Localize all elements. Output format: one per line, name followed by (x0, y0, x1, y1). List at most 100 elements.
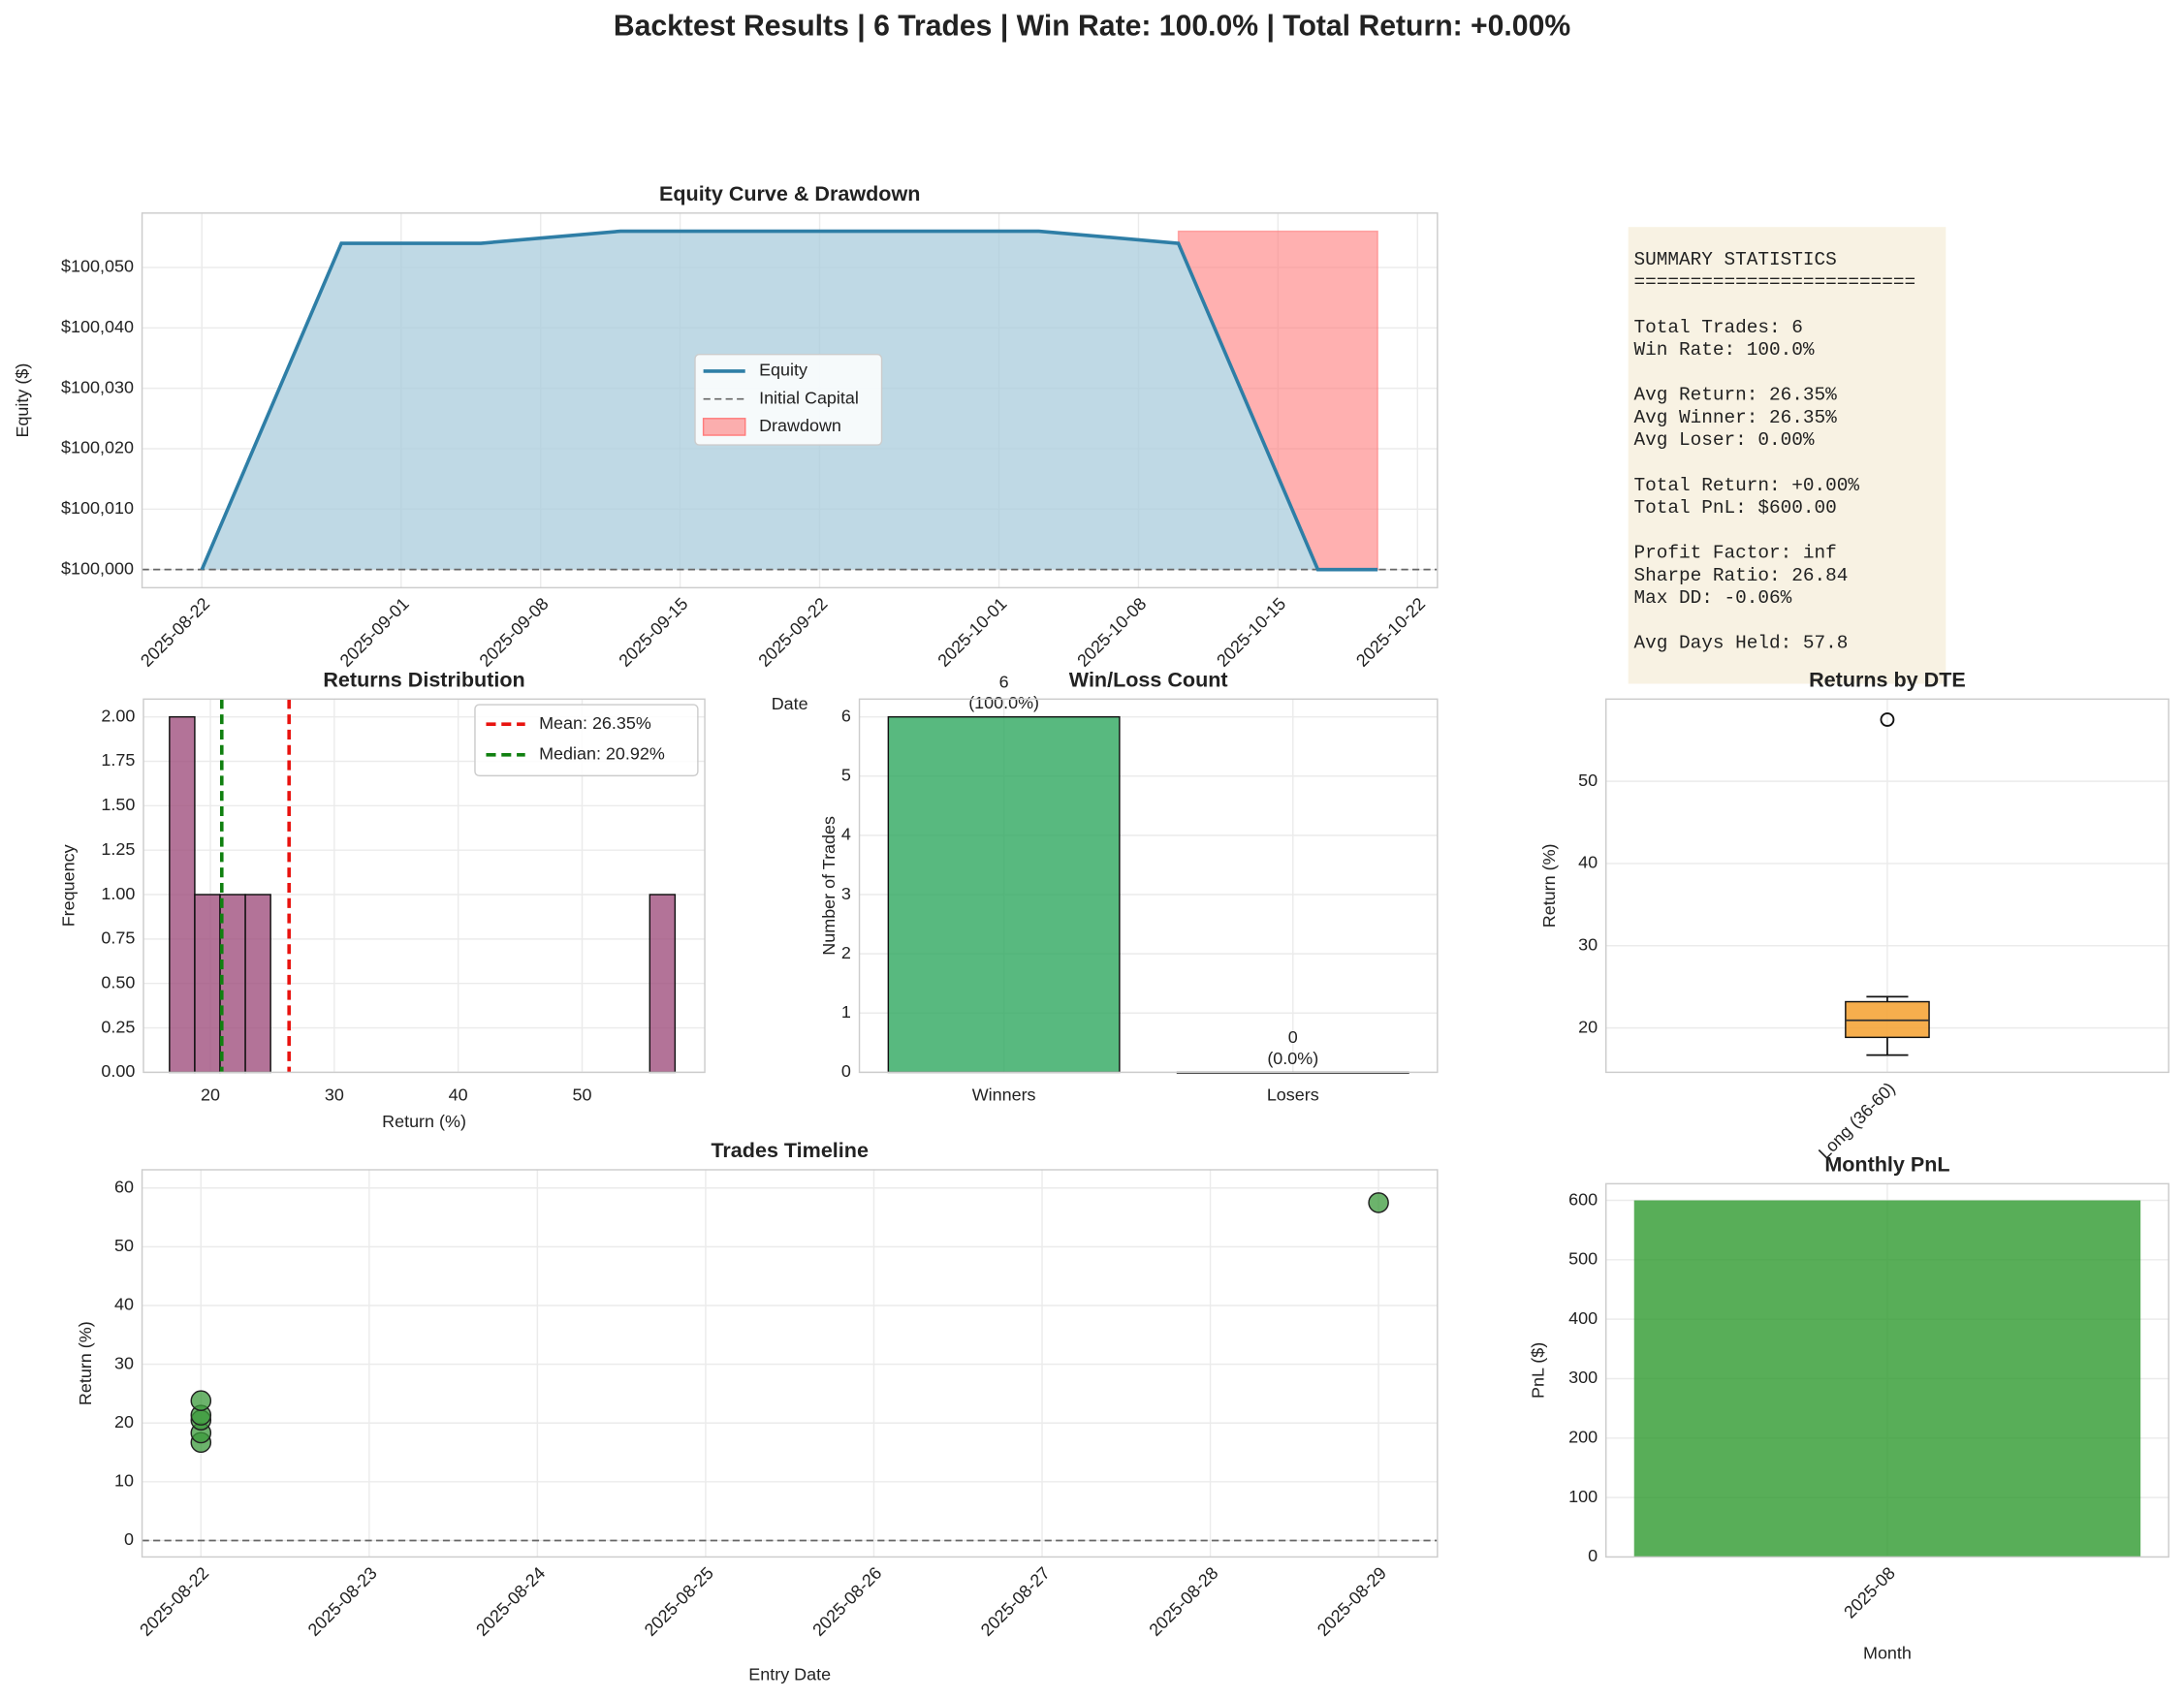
y-tick-label: 0 (841, 1061, 851, 1081)
histogram-bar (219, 894, 246, 1074)
y-tick-label: 0.00 (101, 1061, 135, 1081)
y-tick-label: 40 (114, 1295, 134, 1314)
y-axis-label: Number of Trades (819, 816, 839, 956)
summary-line: Max DD: -0.06% (1633, 587, 1791, 609)
y-tick-label: $100,030 (61, 377, 134, 396)
trade-point (190, 1390, 212, 1411)
summary-line: Avg Return: 26.35% (1633, 385, 1837, 406)
x-tick-label: Winners (972, 1085, 1036, 1105)
y-axis-label: PnL ($) (1528, 1342, 1547, 1399)
y-tick-label: 20 (1578, 1017, 1598, 1036)
chart-title: Returns by DTE (1809, 667, 1966, 691)
equity-line (200, 229, 1378, 572)
y-tick-label: 10 (114, 1471, 134, 1491)
y-tick-label: 0.25 (101, 1017, 135, 1036)
legend-label: Drawdown (759, 416, 841, 435)
summary-line: Profit Factor: inf (1633, 543, 1836, 564)
y-tick-label: 30 (114, 1353, 134, 1372)
summary-line: Total PnL: $600.00 (1633, 497, 1836, 519)
summary-line: SUMMARY STATISTICS (1633, 249, 1836, 270)
y-tick-label: 0 (124, 1529, 134, 1549)
plot-frame (1604, 698, 2169, 1074)
y-axis-label: Frequency (59, 844, 79, 927)
y-tick-label: 40 (1578, 853, 1598, 872)
x-axis-label: Return (%) (382, 1112, 466, 1131)
legend-box (474, 704, 699, 777)
y-axis-label: Return (%) (76, 1321, 95, 1405)
bar (1633, 1200, 2141, 1557)
histogram-bar (169, 715, 196, 1074)
summary-line: Win Rate: 100.0% (1633, 339, 1814, 361)
y-tick-label: 1.50 (101, 795, 135, 814)
x-axis-label: Month (1863, 1644, 1912, 1663)
summary-line: Avg Winner: 26.35% (1633, 407, 1837, 428)
x-tick-label: 50 (573, 1085, 592, 1105)
y-tick-label: 1.75 (101, 750, 135, 770)
y-tick-label: 1 (841, 1002, 851, 1022)
x-tick-label: 40 (449, 1085, 468, 1105)
plot-area (142, 1169, 1438, 1557)
histogram-bar (649, 894, 677, 1074)
legend-label: Median: 20.92% (539, 744, 665, 764)
y-tick-label: 400 (1568, 1308, 1598, 1328)
y-tick-label: 5 (841, 766, 851, 785)
chart-title: Equity Curve & Drawdown (659, 181, 920, 205)
x-axis-label: Entry Date (748, 1664, 831, 1683)
y-axis-label: Return (%) (1539, 843, 1559, 928)
plot-frame (1604, 1182, 2169, 1558)
y-axis-label: Equity ($) (13, 363, 32, 438)
x-axis-label: Date (772, 694, 808, 713)
y-tick-label: $100,050 (61, 257, 134, 276)
summary-line: Sharpe Ratio: 26.84 (1633, 565, 1848, 586)
y-tick-label: 200 (1568, 1428, 1598, 1447)
y-tick-label: 0 (1588, 1546, 1598, 1565)
histogram-bar (244, 894, 271, 1074)
y-tick-label: 500 (1568, 1249, 1598, 1269)
y-tick-label: 4 (841, 825, 851, 844)
x-tick-label: Losers (1267, 1085, 1319, 1105)
chart-title: Monthly PnL (1824, 1151, 1949, 1176)
summary-line: Avg Days Held: 57.8 (1633, 633, 1848, 654)
y-tick-label: 2 (841, 943, 851, 962)
y-tick-label: 1.25 (101, 839, 135, 859)
value-label: 0 (0.0%) (1267, 1027, 1318, 1068)
y-tick-label: $100,020 (61, 438, 134, 457)
y-tick-label: 0.50 (101, 972, 135, 991)
summary-line: ========================= (1633, 271, 1915, 293)
x-tick-label: 30 (325, 1085, 344, 1105)
y-tick-label: 50 (1578, 771, 1598, 790)
y-tick-label: 2.00 (101, 706, 135, 725)
legend-label: Equity (759, 361, 807, 380)
trade-point (1368, 1192, 1389, 1213)
y-tick-label: 60 (114, 1178, 134, 1197)
summary-box (1628, 227, 1947, 684)
legend-label: Mean: 26.35% (539, 713, 651, 733)
plot-frame (141, 1169, 1439, 1558)
chart-title: Win/Loss Count (1069, 667, 1228, 691)
y-tick-label: 100 (1568, 1487, 1598, 1506)
plot-frame (141, 212, 1439, 589)
summary-line: Avg Loser: 0.00% (1633, 429, 1814, 451)
chart-title: Returns Distribution (323, 667, 524, 691)
y-tick-label: 50 (114, 1236, 134, 1255)
value-label: 6 (100.0%) (968, 672, 1039, 712)
summary-line: Total Trades: 6 (1633, 317, 1802, 338)
histogram-bar (194, 894, 221, 1074)
outlier (1880, 712, 1895, 727)
plot-frame (142, 698, 706, 1074)
bar (887, 715, 1121, 1074)
plot-frame (858, 698, 1439, 1074)
y-tick-label: $100,000 (61, 558, 134, 578)
legend-label: Initial Capital (759, 388, 859, 407)
y-tick-label: 1.00 (101, 884, 135, 903)
y-tick-label: $100,040 (61, 317, 134, 336)
figure-title: Backtest Results | 6 Trades | Win Rate: … (614, 11, 1570, 43)
summary-line: Total Return: +0.00% (1633, 475, 1859, 496)
chart-title: Trades Timeline (711, 1138, 868, 1162)
y-tick-label: 600 (1568, 1189, 1598, 1209)
y-tick-label: $100,010 (61, 498, 134, 518)
y-tick-label: 3 (841, 884, 851, 903)
y-tick-label: 300 (1568, 1368, 1598, 1387)
